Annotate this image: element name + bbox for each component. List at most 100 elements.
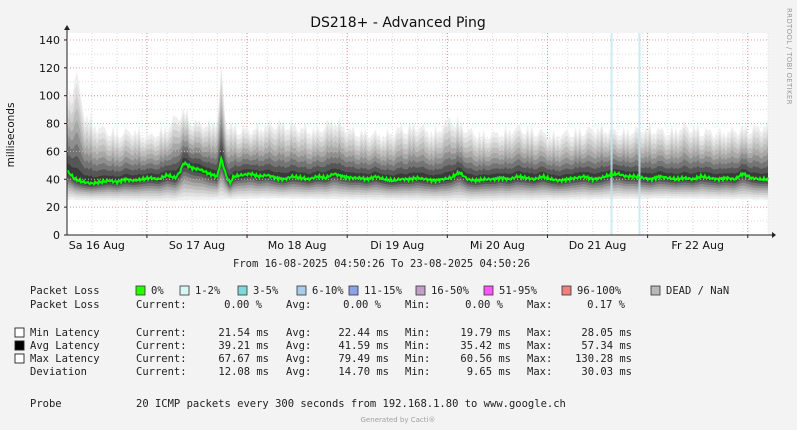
latency-cell: 12.08 ms [218,366,269,378]
latency-cell: Max: [527,353,552,365]
legend-swatch [135,285,146,296]
latency-row: Avg Latency Current: 39.21 ms Avg: 41.59 ms M… [14,340,632,352]
y-tick-label: 80 [46,118,60,131]
packet-loss-legend-item: 6-10% [296,285,344,297]
time-range-label: From 16-08-2025 04:50:26 To 23-08-2025 0… [233,258,530,270]
cacti-footer: Generated by Cacti® [361,416,436,424]
packet-loss-stats: Packet Loss Current: 0.00 % Avg: 0.00 % … [30,299,626,311]
legend-label: 51-95% [499,285,538,297]
latency-cell: Min: [405,327,430,339]
latency-cell: 130.28 ms [575,353,632,365]
latency-cell: Avg: [286,327,311,339]
packet-loss-legend-label: Packet Loss [30,285,100,297]
avg-latency-line [66,154,769,187]
axes [64,25,776,238]
y-tick-label: 40 [46,173,60,186]
latency-cell: Min: [405,353,430,365]
x-axis-arrow [772,232,776,238]
y-tick-label: 20 [46,201,60,214]
latency-cell: 19.79 ms [460,327,511,339]
legend-swatch [415,285,426,296]
latency-cell: 60.56 ms [460,353,511,365]
latency-cell: 22.44 ms [338,327,389,339]
x-tick-label: Do 21 Aug [569,239,627,252]
x-tick-label: Sa 16 Aug [69,239,125,252]
latency-cell: Avg: [286,366,311,378]
packet-loss-legend-item: DEAD / NaN [650,285,729,297]
packet-loss-legend-item: 11-15% [348,285,403,297]
latency-cell: 35.42 ms [460,340,511,352]
latency-cell: Min: [405,340,430,352]
latency-cell: Min: [405,366,430,378]
latency-cell: 39.21 ms [218,340,269,352]
stats-avg-label: Avg: [286,299,311,311]
legend-label: 6-10% [312,285,344,297]
x-tick-label: Di 19 Aug [370,239,424,252]
packet-loss-legend-item: 16-50% [415,285,470,297]
x-tick-labels: Sa 16 Aug So 17 Aug Mo 18 Aug Di 19 Aug Mi 2… [69,235,749,252]
y-tick-label: 100 [39,90,60,103]
latency-cell: Max Latency [30,353,100,365]
latency-cell: Current: [136,340,187,352]
latency-cell: Max: [527,366,552,378]
latency-legend: Min Latency Current: 21.54 ms Avg: 22.44 ms M… [14,327,632,378]
latency-cell: 9.65 ms [467,366,511,378]
legend-swatch [650,285,661,296]
x-tick-label: Mo 18 Aug [268,239,327,252]
latency-cell: Avg: [286,340,311,352]
stats-max-label: Max: [527,299,552,311]
packet-loss-legend-item: 51-95% [483,285,538,297]
packet-loss-legend: 0% 1-2% 3-5% 6-10% 11-15% 16-50% 51-95% 96-100%… [135,285,729,297]
latency-cell: Current: [136,366,187,378]
packet-loss-legend-item: 0% [135,285,164,297]
legend-label: 16-50% [431,285,470,297]
avg-latency-series [66,154,769,187]
latency-cell: Max: [527,327,552,339]
stats-label: Packet Loss [30,299,100,311]
rrdtool-credit: RRDTOOL / TOBI OETIKER [785,8,793,105]
latency-row: Deviation Current: 12.08 ms Avg: 14.70 ms Min… [30,366,632,378]
grid [66,33,769,235]
legend-label: DEAD / NaN [666,285,729,297]
y-axis-arrow [64,25,70,30]
stats-current-label: Current: [136,299,187,311]
y-axis-label: milliseconds [5,103,17,168]
legend-swatch [296,285,307,296]
latency-cell: Current: [136,353,187,365]
latency-row: Max Latency Current: 67.67 ms Avg: 79.49 ms M… [14,353,632,365]
legend-label: 96-100% [577,285,622,297]
latency-cell: Avg: [286,353,311,365]
legend-swatch [237,285,248,296]
y-tick-label: 0 [53,229,60,242]
latency-cell: Min Latency [30,327,100,339]
latency-row: Min Latency Current: 21.54 ms Avg: 22.44 ms M… [14,327,632,339]
stats-max-value: 0.17 % [587,299,626,311]
latency-cell: 14.70 ms [338,366,389,378]
latency-cell: Max: [527,340,552,352]
chart-title: DS218+ - Advanced Ping [310,15,485,31]
latency-cell: 79.49 ms [338,353,389,365]
legend-swatch [561,285,572,296]
latency-cell: 28.05 ms [581,327,632,339]
latency-cell: 21.54 ms [218,327,269,339]
latency-swatch [14,327,25,338]
latency-cell: Deviation [30,366,87,378]
y-tick-label: 140 [39,34,60,47]
latency-swatch [14,353,25,364]
legend-label: 3-5% [253,285,279,297]
x-tick-label: So 17 Aug [169,239,225,252]
packet-loss-legend-item: 96-100% [561,285,622,297]
stats-avg-value: 0.00 % [343,299,382,311]
legend-swatch [179,285,190,296]
latency-cell: 41.59 ms [338,340,389,352]
legend-label: 0% [151,285,164,297]
latency-cell: 67.67 ms [218,353,269,365]
legend-swatch [483,285,494,296]
packet-loss-markers [610,33,641,235]
stats-min-label: Min: [405,299,430,311]
latency-cell: 30.03 ms [581,366,632,378]
x-tick-label: Fr 22 Aug [671,239,724,252]
latency-cell: Avg Latency [30,340,100,352]
latency-cell: 57.34 ms [581,340,632,352]
